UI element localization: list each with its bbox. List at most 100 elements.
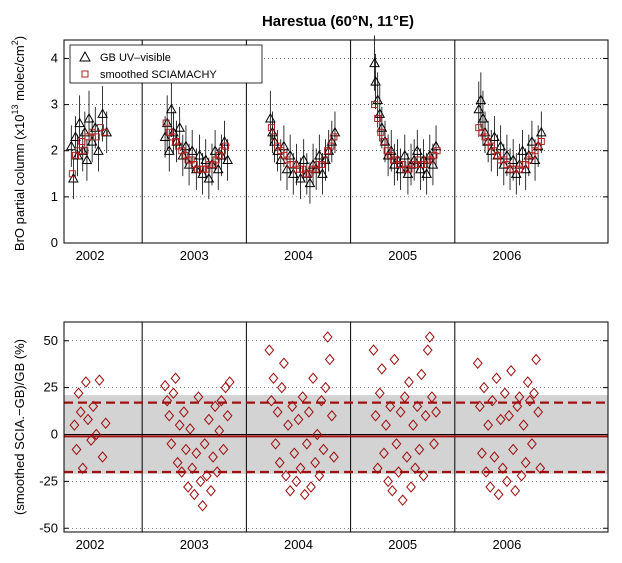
diff-point <box>83 413 93 426</box>
gb-point <box>77 145 89 155</box>
diff-point <box>410 462 421 475</box>
diff-point <box>310 456 321 469</box>
gb-point <box>200 154 212 165</box>
bottom-frame <box>63 321 609 533</box>
diff-point <box>272 406 283 418</box>
legend-scia-label: smoothed SCIAMACHY <box>100 69 217 81</box>
diff-point <box>289 447 300 460</box>
diff-point <box>320 381 331 394</box>
diff-point <box>195 475 206 488</box>
diff-point <box>385 400 396 413</box>
diff-point <box>218 443 229 456</box>
bottom-ylabel: (smoothed SCIA.−GB)/GB (%) <box>12 339 27 515</box>
gb-point <box>97 108 108 118</box>
diff-point <box>535 462 546 475</box>
gb-point <box>74 117 85 128</box>
scia-point <box>92 133 100 141</box>
diff-point <box>314 469 325 482</box>
diff-point <box>91 428 102 441</box>
diff-point <box>178 406 189 418</box>
gb-point <box>298 154 310 165</box>
diff-point <box>264 344 275 356</box>
diff-point <box>372 462 383 475</box>
diff-point <box>504 409 514 422</box>
diff-point <box>216 394 227 407</box>
top-ylabel-part: molec/cm <box>12 45 27 104</box>
diff-point <box>485 481 496 493</box>
gb-point <box>163 145 175 155</box>
diff-point <box>201 469 212 482</box>
legend-gb-marker <box>79 50 91 62</box>
gb-point <box>93 145 104 155</box>
diff-point <box>497 462 508 475</box>
gb-point <box>485 145 497 155</box>
gb-point <box>329 126 341 137</box>
diff-point <box>306 481 316 493</box>
diff-point <box>387 484 398 497</box>
diff-point <box>291 475 302 488</box>
diff-point <box>312 428 323 441</box>
scia-point <box>88 128 96 136</box>
gb-point <box>81 154 93 165</box>
diff-point <box>80 376 91 388</box>
diff-point <box>518 419 529 431</box>
gb-point <box>165 103 177 114</box>
gb-point <box>430 140 442 151</box>
diff-point <box>408 419 419 431</box>
gb-point <box>374 108 386 118</box>
top-ylabel: BrO partial column (x1013 molec/cm2) <box>10 36 27 251</box>
diff-point <box>502 475 512 488</box>
bottom-ytick-label: 0 <box>51 427 58 442</box>
diff-point <box>181 443 191 456</box>
diff-point <box>210 400 221 413</box>
diff-point <box>71 443 82 456</box>
diff-point <box>391 438 402 450</box>
scia-point <box>222 142 230 150</box>
diff-point <box>326 409 337 422</box>
gb-point <box>529 154 541 165</box>
diff-point <box>510 484 521 497</box>
gb-point <box>535 126 547 137</box>
diff-point <box>479 381 489 394</box>
diff-point <box>429 438 439 450</box>
gb-point <box>523 149 535 160</box>
gb-point <box>209 145 221 155</box>
diff-point <box>164 409 175 422</box>
diff-point <box>499 387 510 400</box>
diff-point <box>491 372 502 385</box>
gb-point <box>408 154 420 165</box>
diff-point <box>160 379 170 392</box>
diff-point <box>474 400 485 413</box>
legend-scia-marker <box>81 70 89 78</box>
diff-point <box>295 462 306 475</box>
scia-point <box>78 138 86 145</box>
bottom-xtick-label: 2005 <box>388 537 417 552</box>
top-xtick-label: 2002 <box>76 248 105 263</box>
diff-point <box>268 372 279 385</box>
diff-point <box>379 447 389 460</box>
scia-point <box>81 147 89 155</box>
diff-point <box>404 376 414 388</box>
diff-point <box>422 344 433 356</box>
diff-point <box>401 451 412 463</box>
gb-point <box>72 149 83 160</box>
scia-point <box>380 138 388 145</box>
gb-point <box>495 140 507 151</box>
diff-point <box>374 387 385 400</box>
gb-point <box>326 135 338 146</box>
bottom-xtick-label: 2003 <box>180 537 209 552</box>
diff-point <box>199 438 210 450</box>
gb-point <box>203 172 215 183</box>
diff-point <box>531 353 541 366</box>
diff-point <box>176 466 187 478</box>
gb-point <box>68 172 79 183</box>
diff-point <box>183 481 193 493</box>
scia-point <box>327 142 335 150</box>
diff-point <box>329 451 339 463</box>
diff-point <box>281 469 291 482</box>
diff-point <box>512 400 523 413</box>
diff-point <box>424 331 435 343</box>
diff-point <box>185 423 196 435</box>
diff-point <box>533 406 544 418</box>
diff-point <box>483 419 494 431</box>
